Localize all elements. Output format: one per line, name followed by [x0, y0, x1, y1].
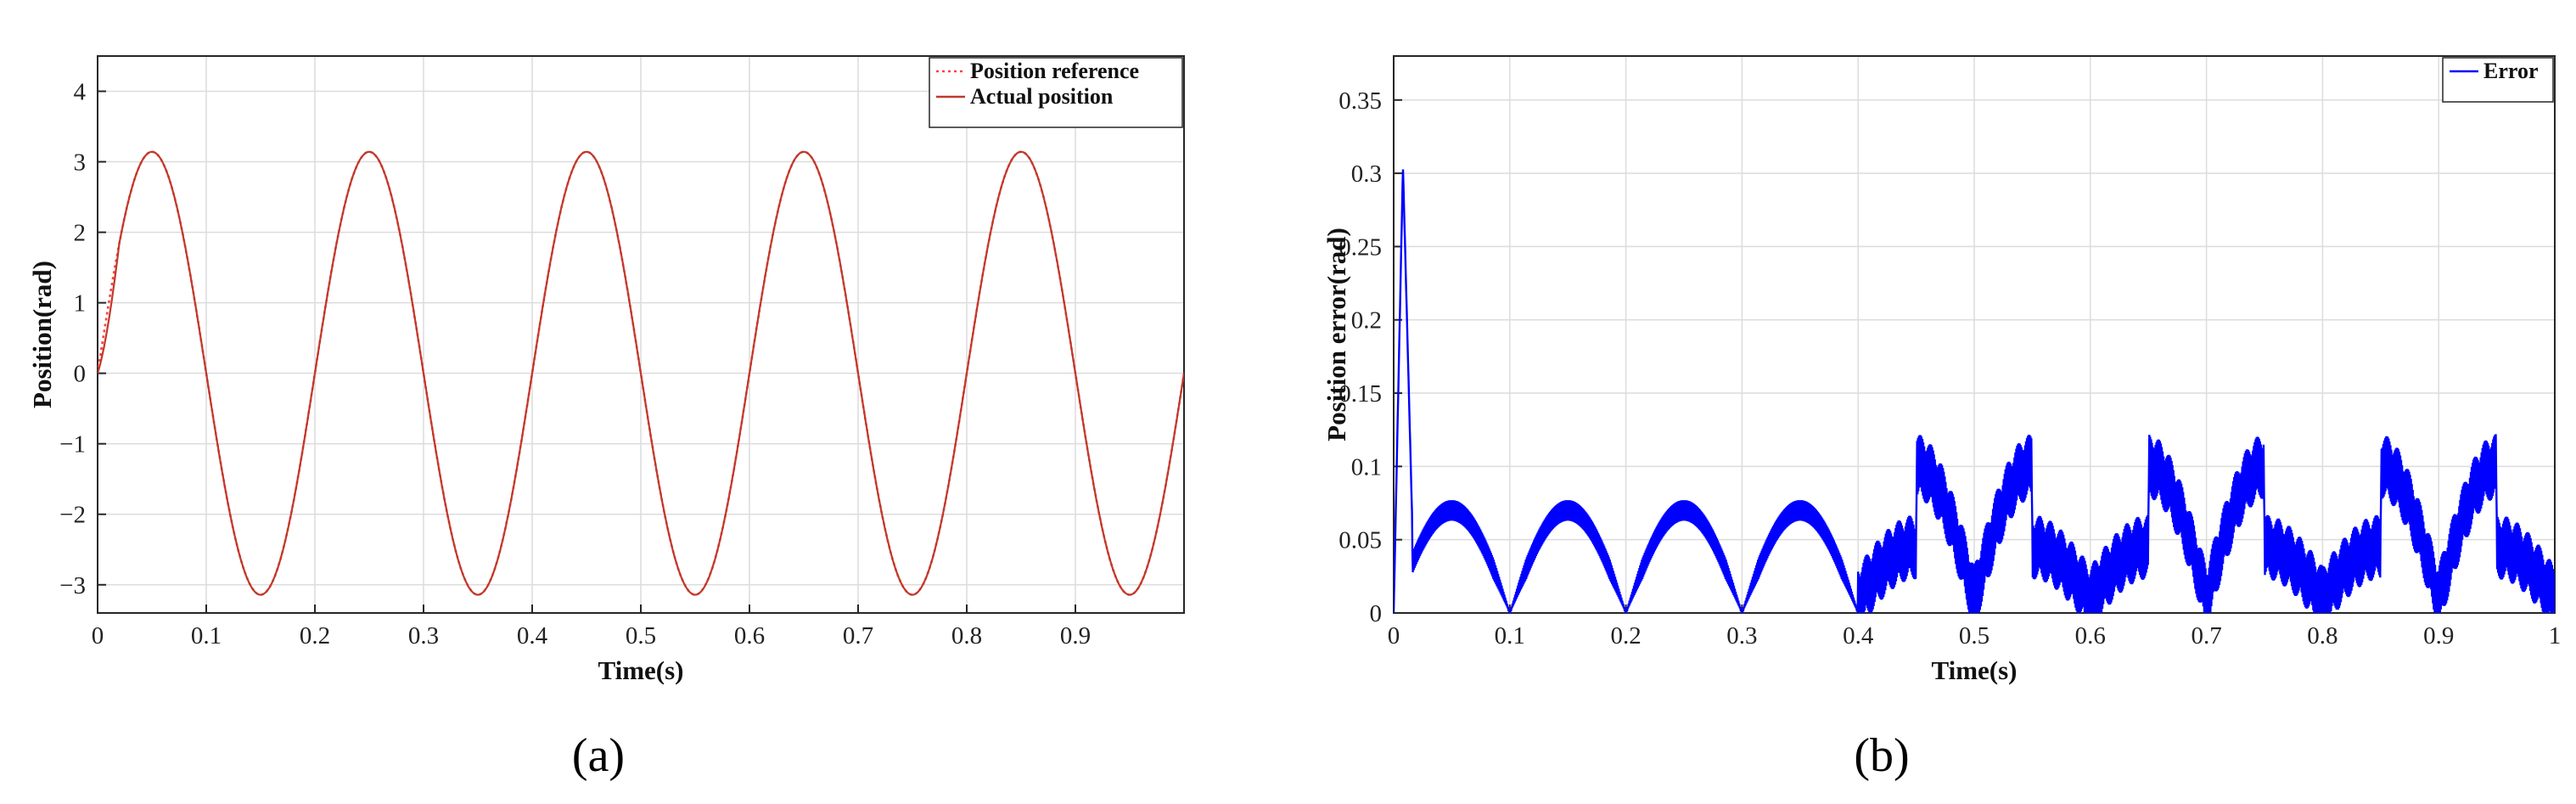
x-tick-label: 0 — [92, 622, 104, 649]
x-tick-label: 0.7 — [2191, 622, 2221, 649]
chart-b: 0 0.1 0.2 0.3 0.4 0.5 0.6 0.7 0.8 0.9 1 0 0.05 0.1 0.1… — [1322, 55, 2562, 782]
data-point — [2438, 436, 2439, 438]
y-tick-label: 3 — [74, 149, 87, 177]
x-tick-label: 0.5 — [626, 622, 656, 649]
data-point — [1683, 612, 1685, 614]
data-point — [2496, 583, 2498, 585]
data-point — [2554, 539, 2556, 541]
x-tick-label: 0.2 — [1610, 622, 1641, 649]
y-tick-label: 0.1 — [1351, 453, 1382, 481]
y-tick-label: 2 — [74, 220, 87, 247]
data-point — [1742, 509, 1743, 511]
x-tick-label: 0.2 — [300, 622, 330, 649]
x-tick-label: 0.7 — [843, 622, 873, 649]
x-tick-label: 0.9 — [1060, 622, 1091, 649]
y-tick-label: 4 — [74, 79, 87, 106]
data-point — [912, 594, 913, 596]
data-point — [2380, 583, 2382, 585]
data-point — [966, 373, 968, 374]
y-tick-label: 0.15 — [1339, 380, 1382, 408]
x-tick-label: 0.4 — [1843, 622, 1874, 649]
y-tick-label: −1 — [59, 431, 86, 458]
x-tick-label: 0.8 — [2307, 622, 2337, 649]
x-tick-label: 0.6 — [2075, 622, 2106, 649]
legend-entry: Error — [2483, 59, 2539, 83]
data-point — [1183, 386, 1185, 388]
x-axis-label: Time(s) — [1931, 655, 2017, 685]
data-point — [2322, 539, 2324, 541]
data-point — [423, 373, 424, 374]
chart-panel-a: 0 0.1 0.2 0.3 0.4 0.5 0.6 0.7 0.8 0.9 −3 −2 −1 0 1 2 3 4 T… — [27, 55, 1185, 782]
data-point — [314, 373, 316, 374]
data-point — [477, 594, 479, 596]
data-point — [1129, 594, 1131, 596]
data-point — [749, 373, 750, 374]
y-tick-label: −3 — [59, 572, 86, 599]
data-point — [205, 373, 207, 374]
y-axis-label: Position error(rad) — [1322, 228, 1351, 441]
series-line-error — [1394, 169, 2555, 613]
data-point — [1393, 612, 1395, 614]
chart-a: 0 0.1 0.2 0.3 0.4 0.5 0.6 0.7 0.8 0.9 −3 −2 −1 0 1 2 3 4 T… — [27, 55, 1185, 782]
data-point — [2032, 583, 2034, 585]
data-point — [1402, 166, 1404, 167]
y-tick-label: 0.05 — [1339, 527, 1382, 554]
x-tick-label: 0.9 — [2423, 622, 2454, 649]
y-tick-label: −2 — [59, 502, 86, 529]
data-point — [260, 594, 261, 596]
data-point — [1567, 612, 1569, 614]
series-line-actual-position — [98, 150, 1184, 596]
y-tick-label: 0.35 — [1339, 87, 1382, 115]
x-tick-label: 1 — [2549, 622, 2562, 649]
data-point — [1509, 509, 1511, 511]
data-point — [1411, 525, 1413, 526]
data-point — [1075, 373, 1076, 374]
x-tick-label: 0.1 — [1495, 622, 1525, 649]
data-point — [531, 373, 533, 374]
data-point — [2090, 539, 2091, 541]
panel-label: (b) — [1854, 729, 1909, 782]
panel-label: (a) — [572, 729, 625, 782]
y-tick-label: 0 — [1370, 600, 1383, 627]
data-point — [151, 151, 153, 153]
y-tick-label: 1 — [74, 290, 87, 318]
x-tick-label: 0.3 — [1726, 622, 1757, 649]
data-point — [1857, 509, 1859, 511]
legend: Error — [2442, 57, 2554, 103]
chart-panel-b: 0 0.1 0.2 0.3 0.4 0.5 0.6 0.7 0.8 0.9 1 0 0.05 0.1 0.1… — [1288, 0, 2576, 804]
data-point — [694, 594, 696, 596]
data-point — [97, 373, 98, 374]
x-tick-label: 0 — [1388, 622, 1400, 649]
data-point — [1451, 612, 1453, 614]
x-tick-label: 0.6 — [734, 622, 765, 649]
x-tick-label: 0.8 — [951, 622, 982, 649]
legend-entry: Position reference — [970, 59, 1139, 83]
data-point — [1973, 451, 1975, 453]
y-tick-label: 0 — [74, 361, 87, 388]
x-tick-label: 0.1 — [191, 622, 222, 649]
x-axis-label: Time(s) — [598, 655, 683, 685]
x-tick-label: 0.4 — [517, 622, 548, 649]
data-point — [803, 149, 805, 151]
y-tick-label: 0.2 — [1351, 307, 1382, 335]
data-point — [1020, 149, 1022, 151]
data-point — [586, 149, 587, 151]
legend-entry: Actual position — [970, 84, 1114, 109]
data-point — [2147, 583, 2149, 585]
data-point — [368, 151, 370, 153]
data-point — [857, 373, 859, 374]
y-tick-label: 0.3 — [1351, 160, 1382, 188]
x-tick-label: 0.3 — [408, 622, 439, 649]
x-tick-label: 0.5 — [1959, 622, 1990, 649]
y-tick-label: 0.25 — [1339, 233, 1382, 261]
data-point — [2264, 583, 2265, 585]
data-point — [1625, 509, 1627, 511]
data-point — [640, 373, 642, 374]
data-point — [2206, 436, 2208, 438]
y-axis-label: Position(rad) — [27, 261, 57, 408]
data-point — [1799, 612, 1801, 614]
